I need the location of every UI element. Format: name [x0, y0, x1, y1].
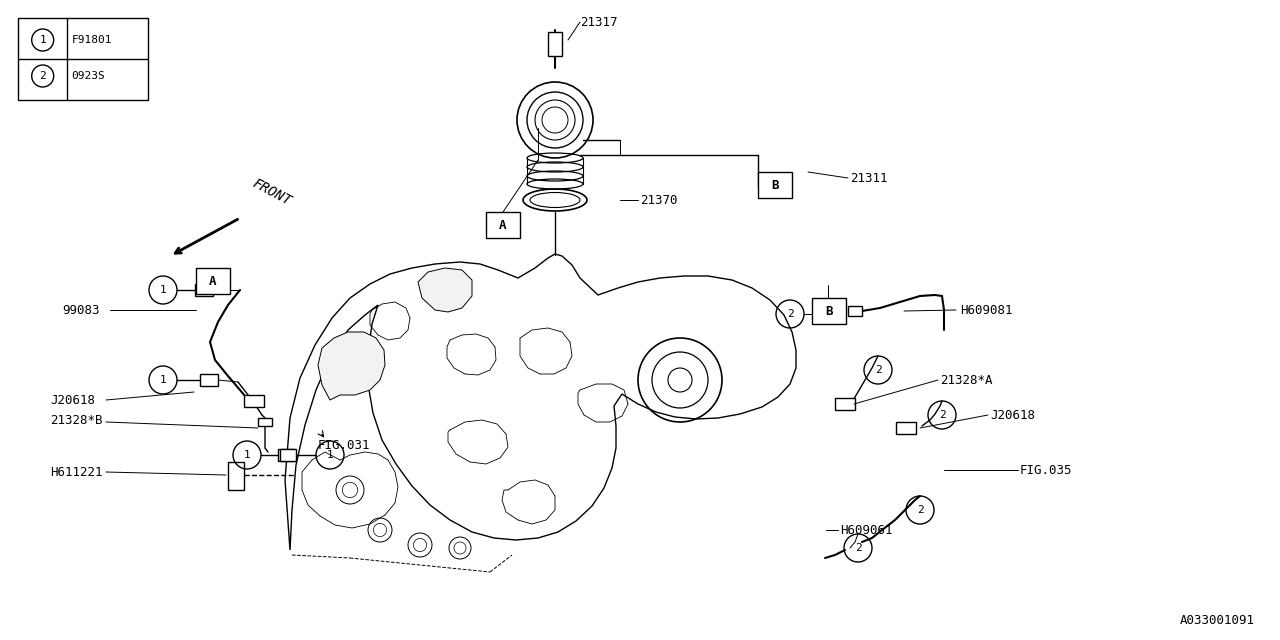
Text: J20618: J20618 [50, 394, 95, 406]
Polygon shape [317, 332, 385, 400]
Bar [278, 449, 294, 461]
Text: B: B [826, 305, 833, 317]
Text: 2: 2 [874, 365, 882, 375]
Text: FIG.035: FIG.035 [1020, 463, 1073, 477]
Text: H609061: H609061 [840, 524, 892, 536]
Text: 21328*B: 21328*B [50, 413, 102, 426]
Bar [259, 418, 273, 426]
Polygon shape [419, 268, 472, 312]
Text: 21370: 21370 [640, 193, 677, 207]
Text: A: A [209, 275, 216, 287]
Text: FIG.031: FIG.031 [317, 438, 370, 451]
Bar [548, 32, 562, 56]
Text: 2: 2 [787, 309, 794, 319]
Bar [896, 422, 916, 434]
Text: 2: 2 [40, 71, 46, 81]
Text: 2: 2 [916, 505, 923, 515]
Text: H611221: H611221 [50, 465, 102, 479]
Bar [200, 374, 218, 386]
Text: 0923S: 0923S [72, 71, 105, 81]
Bar [195, 284, 212, 296]
Text: F91801: F91801 [72, 35, 111, 45]
Bar [280, 449, 296, 461]
Text: 21317: 21317 [580, 15, 617, 29]
Text: 1: 1 [326, 450, 333, 460]
Text: J20618: J20618 [989, 408, 1036, 422]
Text: 1: 1 [243, 450, 251, 460]
Text: B: B [772, 179, 778, 191]
Bar [835, 398, 855, 410]
Bar [849, 306, 861, 316]
Bar [758, 172, 792, 198]
Bar [228, 462, 244, 490]
Bar [18, 18, 148, 100]
Text: 1: 1 [40, 35, 46, 45]
Text: 99083: 99083 [61, 303, 100, 317]
Text: 21328*A: 21328*A [940, 374, 992, 387]
Bar [196, 268, 230, 294]
Text: FRONT: FRONT [250, 176, 293, 208]
Bar [486, 212, 520, 238]
Bar [244, 395, 264, 407]
Text: 1: 1 [160, 285, 166, 295]
Text: 1: 1 [160, 375, 166, 385]
Text: 21311: 21311 [850, 172, 887, 184]
Bar [812, 298, 846, 324]
Polygon shape [285, 254, 796, 550]
Text: 2: 2 [938, 410, 946, 420]
Text: 2: 2 [855, 543, 861, 553]
Text: A033001091: A033001091 [1180, 614, 1254, 627]
Text: H609081: H609081 [960, 303, 1012, 317]
Text: A: A [499, 218, 507, 232]
